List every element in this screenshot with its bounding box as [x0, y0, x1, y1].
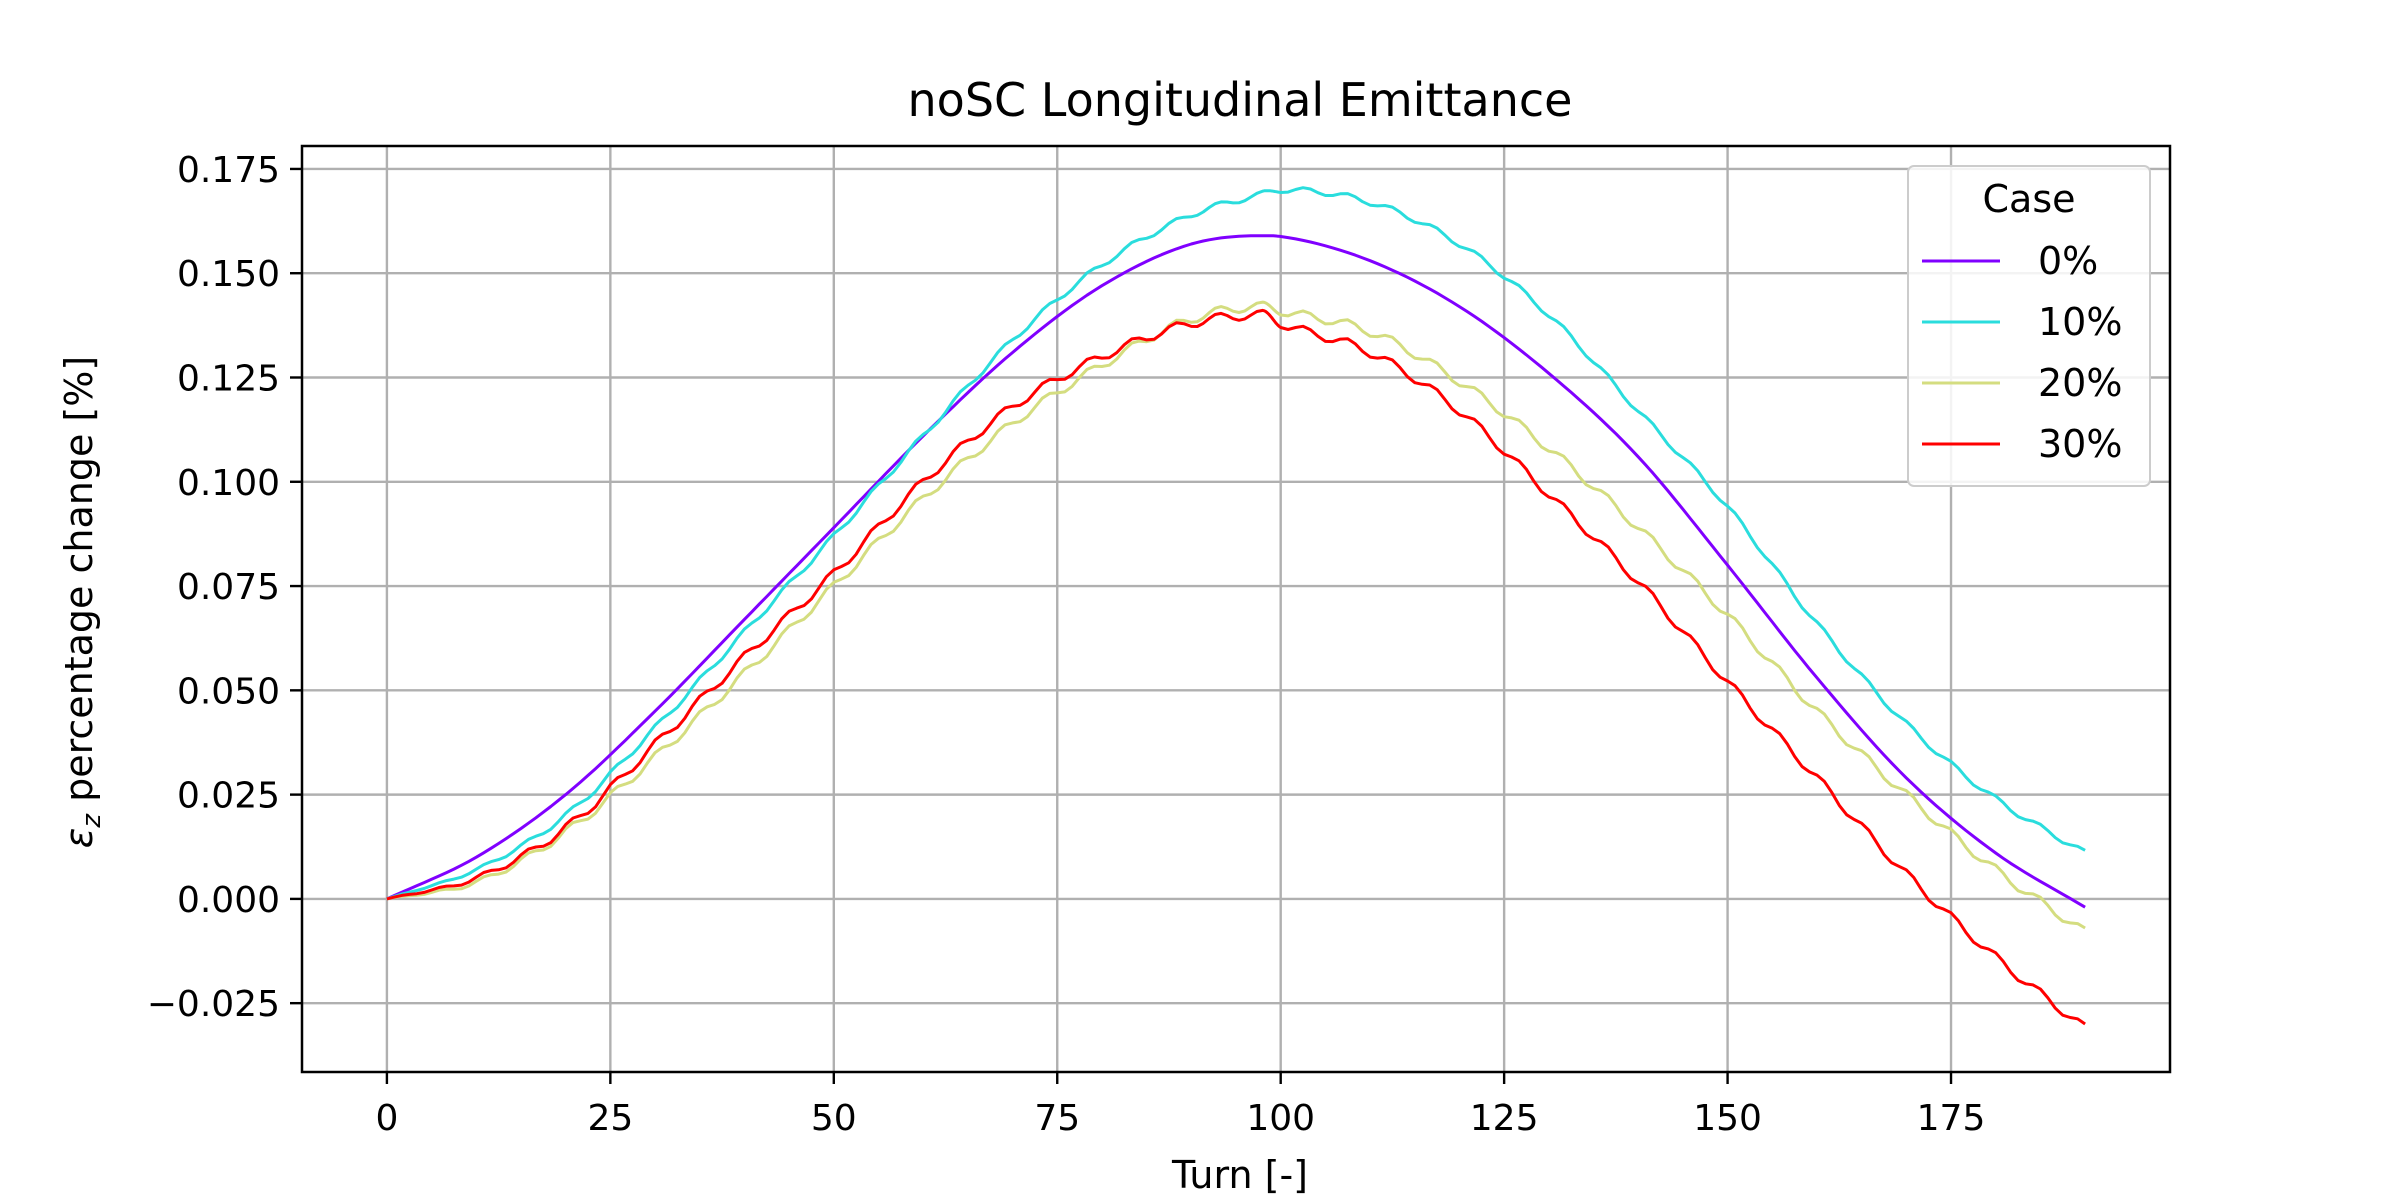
- x-axis: 0 25 50 75 100 125 150 175: [375, 1072, 1985, 1139]
- y-tick-label: 0.125: [177, 359, 280, 400]
- legend-box: [1907, 165, 2151, 487]
- legend-label: 0%: [2038, 239, 2098, 283]
- y-axis-label: εz percentage change [%]: [57, 356, 107, 848]
- chart-title: noSC Longitudinal Emittance: [908, 73, 1573, 127]
- y-tick-label: 0.050: [177, 671, 280, 712]
- y-axis-label-text: percentage change [%]: [57, 356, 101, 814]
- x-tick-label: 25: [587, 1098, 633, 1139]
- legend: Case 0% 10% 20% 30%: [1907, 165, 2151, 487]
- series-line-4: [386, 308, 2086, 1026]
- y-axis-label-symbol: ε: [57, 828, 101, 849]
- series-line-1: [386, 234, 2086, 909]
- y-tick-label: 0.000: [177, 880, 280, 921]
- x-tick-label: 150: [1693, 1098, 1762, 1139]
- legend-label: 20%: [2038, 361, 2122, 405]
- x-tick-label: 125: [1470, 1098, 1539, 1139]
- x-axis-label: Turn [-]: [1171, 1153, 1308, 1197]
- y-tick-label: 0.100: [177, 463, 280, 504]
- series-line-3: [386, 300, 2086, 930]
- x-tick-label: 100: [1246, 1098, 1315, 1139]
- x-tick-label: 50: [811, 1098, 857, 1139]
- y-tick-label: 0.150: [177, 254, 280, 295]
- grid-lines: [302, 146, 2170, 1072]
- y-tick-label: 0.075: [177, 567, 280, 608]
- legend-title: Case: [1983, 177, 2076, 221]
- y-tick-label: 0.025: [177, 776, 280, 817]
- plot-frame: [300, 144, 2172, 1074]
- y-axis-label-subscript: z: [77, 813, 107, 829]
- y-tick-label: 0.175: [177, 150, 280, 191]
- legend-label: 30%: [2038, 422, 2122, 466]
- legend-label: 10%: [2038, 300, 2122, 344]
- x-tick-label: 0: [375, 1098, 398, 1139]
- y-tick-label: −0.025: [147, 984, 280, 1025]
- x-tick-label: 75: [1034, 1098, 1080, 1139]
- x-tick-label: 175: [1917, 1098, 1986, 1139]
- series-line-2: [386, 186, 2086, 901]
- y-axis: −0.025 0.000 0.025 0.050 0.075 0.100 0.125 0.15…: [147, 150, 302, 1025]
- series-lines: [386, 186, 2086, 1026]
